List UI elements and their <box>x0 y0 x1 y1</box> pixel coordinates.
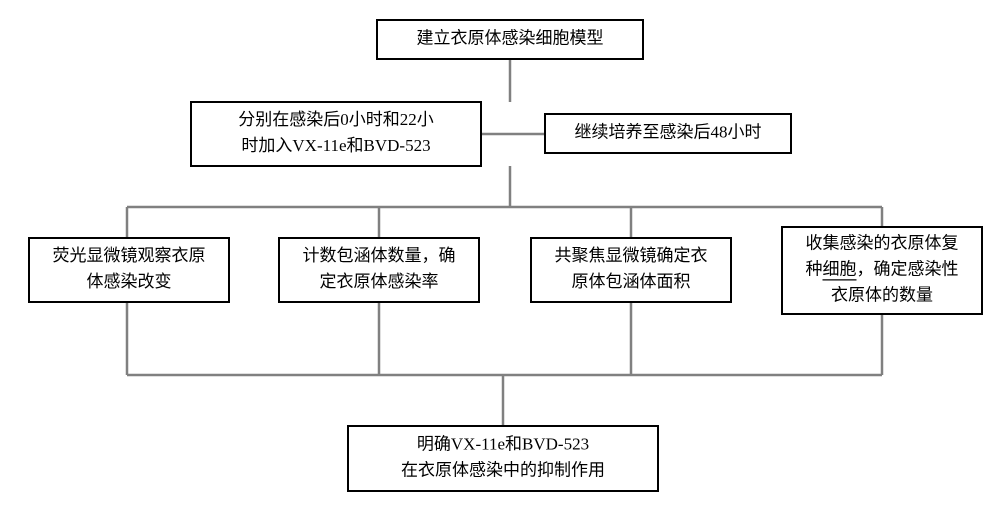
flow-node-n1: 建立衣原体感染细胞模型 <box>377 20 643 59</box>
node-label: 明确VX-11e和BVD-523 <box>417 434 589 453</box>
node-label: 共聚焦显微镜确定衣 <box>555 246 708 265</box>
node-label: 时加入VX-11e和BVD-523 <box>241 136 430 155</box>
flow-node-n4: 明确VX-11e和BVD-523 在衣原体感染中的抑制作用 <box>348 426 658 491</box>
flow-node-n3d: 收集感染的衣原体复种细胞，确定感染性衣原体的数量 <box>782 227 982 314</box>
node-label: 衣原体的数量 <box>831 285 933 304</box>
flow-node-n3b: 计数包涵体数量，确定衣原体感染率 <box>279 238 479 302</box>
node-label: 收集感染的衣原体复 <box>806 233 959 252</box>
node-label: 体感染改变 <box>87 272 172 291</box>
node-label: 原体包涵体面积 <box>572 272 691 291</box>
node-label: 继续培养至感染后48小时 <box>575 122 762 141</box>
node-label: 计数包涵体数量，确 <box>303 246 456 265</box>
node-label: 荧光显微镜观察衣原 <box>53 246 206 265</box>
flow-node-n3a: 荧光显微镜观察衣原体感染改变 <box>29 238 229 302</box>
flowchart-canvas: 建立衣原体感染细胞模型分别在感染后0小时和22小时加入VX-11e和BVD-52… <box>0 0 1000 516</box>
flow-node-n2a: 分别在感染后0小时和22小时加入VX-11e和BVD-523 <box>191 102 481 166</box>
node-label: 在衣原体感染中的抑制作用 <box>401 460 605 479</box>
node-label: 分别在感染后0小时和22小 <box>238 110 434 129</box>
node-label: 建立衣原体感染细胞模型 <box>417 28 604 47</box>
flow-node-n2b: 继续培养至感染后48小时 <box>545 114 791 153</box>
node-label: 定衣原体感染率 <box>320 272 439 291</box>
node-label: 种细胞，确定感染性 <box>806 259 959 278</box>
flow-node-n3c: 共聚焦显微镜确定衣原体包涵体面积 <box>531 238 731 302</box>
